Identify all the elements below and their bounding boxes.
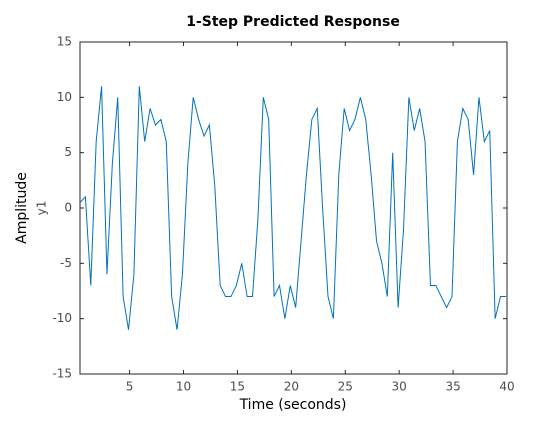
x-tick-label: 5 xyxy=(126,380,134,394)
y-tick-label: 15 xyxy=(57,35,72,49)
x-tick-label: 20 xyxy=(284,380,299,394)
y-tick-label: 5 xyxy=(64,145,72,159)
x-tick-label: 35 xyxy=(445,380,460,394)
y-tick-label: -5 xyxy=(60,256,72,270)
y-tick-label: 0 xyxy=(64,201,72,215)
x-tick-label: 30 xyxy=(392,380,407,394)
channel-label: y1 xyxy=(35,201,49,216)
data-line xyxy=(79,86,506,330)
x-tick-label: 10 xyxy=(176,380,191,394)
x-axis-label: Time (seconds) xyxy=(239,397,347,413)
x-tick-label: 40 xyxy=(499,380,514,394)
x-tick-label: 15 xyxy=(230,380,245,394)
x-tick-label: 25 xyxy=(338,380,353,394)
y-tick-label: -15 xyxy=(52,367,72,381)
axes-box xyxy=(79,41,508,375)
y-tick-label: -10 xyxy=(52,311,72,325)
chart-title: 1-Step Predicted Response xyxy=(186,14,400,30)
y-tick-label: 10 xyxy=(57,90,72,104)
y-axis-label: Amplitude xyxy=(14,172,30,244)
